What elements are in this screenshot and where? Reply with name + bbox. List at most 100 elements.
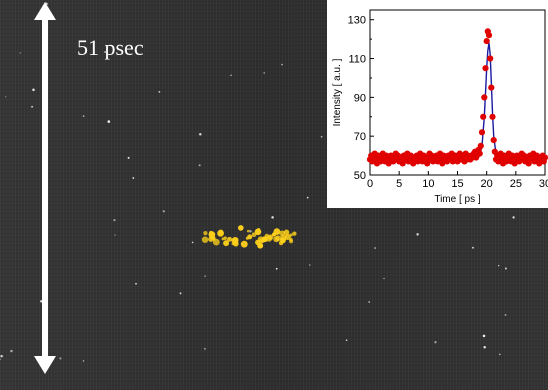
signal-photon	[257, 236, 264, 243]
noise-speck	[203, 347, 206, 350]
noise-speck	[199, 132, 202, 136]
noise-speck	[19, 52, 21, 54]
signal-photon	[218, 229, 224, 235]
noise-speck	[198, 164, 201, 167]
noise-speck	[0, 354, 3, 358]
noise-speck	[275, 267, 278, 270]
time-window-arrow	[34, 2, 56, 374]
noise-speck	[114, 234, 116, 236]
noise-speck	[306, 196, 309, 199]
signal-photon	[292, 231, 297, 236]
photon-signal-cluster	[201, 225, 297, 249]
noise-speck	[5, 96, 7, 98]
x-axis-title: Time [ ps ]	[434, 194, 481, 205]
signal-photon	[257, 242, 264, 249]
data-point	[487, 55, 494, 62]
signal-photon	[223, 240, 230, 247]
axis-ticks: 50 70 90 110 130 0 5 10 15 20 25 30	[348, 15, 548, 190]
intensity-chart: 50 70 90 110 130 0 5 10 15 20 25 30 Intensity [ a.u…	[332, 9, 548, 205]
arrow-head-bottom	[34, 356, 56, 374]
noise-speck	[230, 74, 232, 76]
plot-frame	[369, 9, 546, 176]
noise-speck	[483, 346, 486, 349]
background-noise	[0, 2, 515, 362]
y-axis-title: Intensity [ a.u. ]	[332, 58, 343, 126]
noise-speck	[82, 360, 85, 362]
signal-photon	[221, 237, 225, 241]
x-tick-label: 30	[539, 178, 548, 190]
noise-speck	[59, 357, 62, 360]
signal-photon	[201, 236, 209, 243]
noise-speck	[345, 339, 348, 341]
noise-speck	[281, 63, 283, 66]
noise-speck	[374, 247, 376, 249]
plot-border	[369, 9, 546, 176]
y-tick-label: 90	[354, 92, 366, 104]
noise-speck	[434, 341, 437, 344]
noise-speck	[191, 241, 194, 244]
data-point	[482, 65, 489, 72]
signal-photon	[238, 225, 244, 231]
noise-speck	[504, 267, 507, 270]
signal-photon	[283, 229, 290, 236]
signal-photon	[251, 232, 257, 238]
noise-speck	[498, 264, 500, 267]
noise-speck	[249, 229, 252, 233]
noise-speck	[179, 292, 182, 295]
data-points	[366, 28, 548, 167]
x-tick-label: 10	[422, 178, 434, 190]
noise-speck	[471, 246, 474, 249]
noise-speck	[113, 218, 116, 222]
signal-photon	[208, 236, 214, 242]
y-tick-label: 70	[354, 131, 366, 143]
signal-photon	[245, 236, 249, 240]
noise-speck	[368, 301, 371, 303]
data-point	[488, 84, 495, 91]
noise-speck	[512, 216, 515, 219]
noise-speck	[0, 358, 1, 360]
noise-speck	[498, 353, 501, 356]
data-point	[478, 129, 486, 136]
signal-photon	[284, 233, 291, 241]
x-tick-label: 20	[481, 178, 493, 190]
noise-speck	[40, 300, 43, 303]
x-tick-label: 25	[510, 178, 522, 190]
time-window-label: 51 psec	[77, 35, 144, 60]
signal-photon	[231, 237, 239, 245]
signal-photon	[208, 230, 214, 235]
signal-photon	[257, 228, 261, 231]
noise-speck	[32, 88, 35, 92]
noise-speck	[482, 334, 486, 338]
data-point	[481, 94, 488, 101]
noise-speck	[263, 72, 265, 74]
signal-photon	[246, 229, 250, 233]
signal-photon	[265, 235, 273, 242]
data-point	[490, 137, 497, 144]
signal-photon	[227, 236, 232, 242]
signal-photon	[271, 232, 277, 237]
data-point	[483, 38, 490, 45]
noise-speck	[10, 349, 13, 353]
noise-speck	[309, 264, 311, 266]
data-point	[541, 154, 548, 161]
noise-speck	[107, 120, 111, 123]
noise-speck	[158, 91, 161, 93]
data-point	[477, 142, 484, 149]
signal-photon	[203, 230, 208, 236]
noise-speck	[504, 313, 507, 316]
noise-speck	[383, 277, 385, 280]
data-point	[480, 113, 487, 120]
signal-photon	[273, 236, 280, 243]
y-tick-label: 130	[348, 15, 366, 27]
arrow-head-top	[34, 2, 56, 20]
data-point	[485, 32, 493, 39]
signal-photon	[280, 237, 286, 244]
signal-photon	[240, 240, 248, 248]
x-tick-label: 5	[396, 178, 402, 190]
noise-speck	[135, 282, 137, 285]
signal-photon	[212, 238, 220, 246]
inset-intensity-plot: 50 70 90 110 130 0 5 10 15 20 25 30 Intensity [ a.u…	[327, 0, 548, 208]
noise-speck	[82, 115, 85, 117]
noise-speck	[104, 51, 107, 54]
